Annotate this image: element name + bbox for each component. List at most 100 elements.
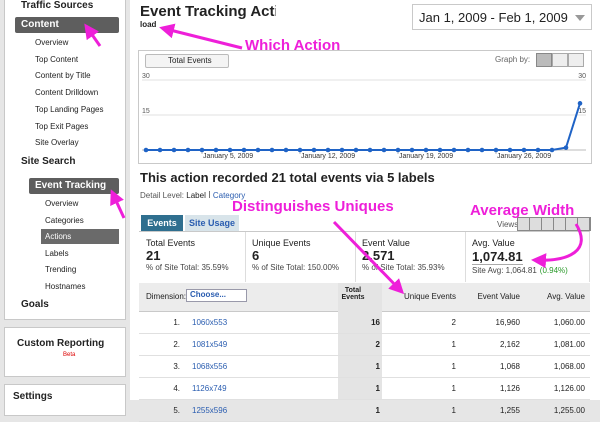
note: % of Site Total: 35.93% [362,263,445,272]
nav-item-selected[interactable]: Actions [41,229,119,244]
row-value: 1,081.00 [553,340,585,349]
date-picker[interactable]: Jan 1, 2009 - Feb 1, 2009 [412,4,592,30]
settings-box: Settings [4,384,126,416]
row-index: 1. [173,318,180,327]
metric-note: Site Avg: 1,064.81 (0.94%) [472,266,589,275]
nav-item[interactable]: Top Exit Pages [35,121,89,131]
separator [208,191,210,198]
metric-dropdown[interactable]: Total Events [145,54,229,68]
detail-option[interactable]: Category [212,191,246,200]
metric-card: Total Events 21% of Site Total: 35.59% [140,232,246,282]
row-label[interactable]: 1126x749 [192,384,227,393]
row-value: 16 [371,318,380,327]
row-index: 2. [173,340,180,349]
nav-section-active[interactable]: Content [15,17,119,33]
row-label[interactable]: 1060x553 [192,318,228,327]
graph-by: Graph by: [495,55,531,64]
annotation: Which Action [245,37,341,54]
view-switcher[interactable] [517,217,591,231]
custom-reporting[interactable]: Custom Reporting [17,338,105,349]
metric-name: Total Events [168,56,212,65]
graph-by-month[interactable] [568,53,584,67]
nav-item[interactable]: Site Overlay [35,138,79,148]
metric-name: Unique Events [252,238,311,248]
graph-by-day[interactable] [536,53,552,67]
metric-value: 21 [146,248,161,263]
nav-item[interactable]: Labels [45,248,69,258]
column-header[interactable]: Unique Events [403,292,456,301]
metric-note: % of Site Total: 35.93% [362,263,465,272]
row-value: 1,126.00 [553,384,585,393]
change: (0.94%) [539,266,568,275]
row-index: 4. [173,384,180,393]
column-header[interactable]: Avg. Value [547,292,585,301]
page: { "sidebar": { "traffic_sources": "Traff… [4,0,600,416]
detail-level: Detail Level: Label Category [140,191,245,200]
graph-by-week[interactable] [552,53,568,67]
row-line [139,377,590,378]
row-value: 1 [375,406,380,415]
row-value: 1 [451,362,456,371]
views-label: Views: [497,220,521,229]
row-label[interactable]: 1081x549 [192,340,228,349]
dimension-select[interactable]: Choose... [186,289,247,302]
nav-item[interactable]: Overview [35,38,69,47]
metric-note: % of Site Total: 150.00% [252,263,355,272]
nav-item[interactable]: Content by Title [35,71,91,81]
row-value: 1 [451,340,456,349]
metric-card: Unique Events 6% of Site Total: 150.00% [246,232,356,282]
beta-badge: Beta [63,352,76,358]
graph-panel: Total Events Graph by: [138,50,592,164]
metric-name: Total Events [146,238,196,248]
detail-option[interactable]: Label [186,191,206,200]
custom-reporting-box: Custom Reporting Beta [4,327,126,377]
row-label[interactable]: 1255x596 [192,406,228,415]
row-value: 1 [451,384,456,393]
row-value: 1,255.00 [553,406,585,415]
nav-item[interactable]: Overview [45,199,79,208]
column-header[interactable]: Event Value [477,292,520,301]
metric-card: Event Value 2,571% of Site Total: 35.93% [356,232,466,282]
metric-note: % of Site Total: 35.59% [146,263,245,272]
row-value: 1,060.00 [553,318,585,327]
dropdown-icon [575,15,585,21]
note: Site Avg: 1,064.81 [472,266,537,275]
metric-card: Avg. Value 1,074.81 Site Avg: 1,064.81 (0.9… [466,232,590,282]
annotation: Distinguishes Uniques [232,198,394,215]
row-line [139,333,590,334]
nav-item[interactable]: Content Drilldown [35,88,99,98]
note: % of Site Total: 35.59% [146,263,229,272]
nav-section[interactable]: Site Search [21,156,76,167]
nav-item[interactable]: Categories [45,215,84,225]
row-value: 1,126 [499,384,520,393]
row-value: 1 [375,384,380,393]
nav-item[interactable]: Top Landing Pages [35,104,104,114]
row-value: 1 [451,406,456,415]
nav-item[interactable]: Top Content [35,54,79,64]
nav-section[interactable]: Goals [21,299,49,310]
nav-section[interactable]: Traffic Sources [21,0,94,11]
row-value: 1,255 [499,406,520,415]
tab-events[interactable]: Events [141,215,183,232]
row-value: 1 [375,362,380,371]
row-value: 2 [375,340,380,349]
page-title: Event Tracking Actio [140,3,276,20]
nav-section-active[interactable]: Event Tracking [29,178,119,194]
row-index: 5. [173,406,180,415]
column-header[interactable]: Total Events [341,287,365,301]
date-range: Jan 1, 2009 - Feb 1, 2009 [419,10,568,25]
row-value: 1,068 [499,362,520,371]
nav-item[interactable]: Hostnames [45,281,86,291]
tab-site-usage[interactable]: Site Usage [185,215,239,232]
summary: This action recorded 21 total events via… [140,170,435,185]
row-value: 2,162 [499,340,520,349]
row-value: 1,068.00 [553,362,585,371]
subtitle: load [140,20,157,29]
row-label[interactable]: 1068x556 [192,362,228,371]
annotation: Average Width [470,202,575,219]
nav-item[interactable]: Trending [45,265,77,274]
settings[interactable]: Settings [13,391,53,402]
metric-value: 1,074.81 [472,249,523,265]
sorted-column [338,283,382,400]
metric-name: Avg. Value [472,238,515,248]
